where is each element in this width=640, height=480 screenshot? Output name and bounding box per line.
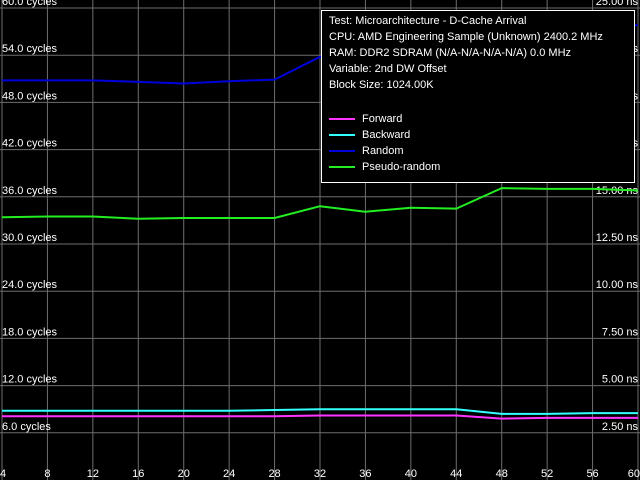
x-tick-label: 4 (0, 468, 6, 480)
y-tick-label-right: 12.50 ns (596, 232, 639, 244)
series-line-forward (2, 414, 638, 420)
y-tick-label-left: 48.0 cycles (2, 90, 58, 102)
x-tick-label: 60 (628, 468, 640, 480)
x-tick-label: 8 (44, 468, 50, 480)
x-tick-label: 12 (87, 468, 99, 480)
x-tick-label: 36 (359, 468, 371, 480)
y-tick-label-left: 30.0 cycles (2, 232, 58, 244)
y-tick-label-left: 6.0 cycles (2, 421, 51, 433)
legend-swatch-forward (329, 118, 355, 120)
y-tick-label-left: 60.0 cycles (2, 0, 58, 8)
legend-swatch-pseudo-random (329, 166, 355, 168)
y-tick-label-right: 5.00 ns (602, 374, 639, 386)
x-tick-label: 56 (586, 468, 598, 480)
y-tick-label-left: 12.0 cycles (2, 374, 58, 386)
y-tick-label-right: 10.00 ns (596, 279, 639, 291)
y-tick-label-left: 24.0 cycles (2, 279, 58, 291)
info-test: Test: Microarchitecture - D-Cache Arriva… (329, 15, 527, 27)
x-tick-label: 24 (223, 468, 235, 480)
info-ram: RAM: DDR2 SDRAM (N/A-N/A-N/A-N/A) 0.0 MH… (329, 47, 572, 59)
x-tick-label: 44 (450, 468, 462, 480)
x-tick-label: 32 (314, 468, 326, 480)
legend-label-random: Random (362, 145, 404, 157)
legend-swatch-backward (329, 134, 355, 136)
info-cpu: CPU: AMD Engineering Sample (Unknown) 24… (329, 31, 603, 43)
legend-label-forward: Forward (362, 113, 403, 125)
x-tick-label: 20 (178, 468, 190, 480)
x-tick-label: 52 (541, 468, 553, 480)
series-line-backward (2, 408, 638, 415)
y-tick-label-right: 2.50 ns (602, 421, 639, 433)
y-tick-label-left: 36.0 cycles (2, 185, 58, 197)
y-tick-label-right: 7.50 ns (602, 326, 639, 338)
info-variable: Variable: 2nd DW Offset (329, 63, 447, 75)
legend-label-backward: Backward (362, 129, 411, 141)
legend-panel: Test: Microarchitecture - D-Cache Arriva… (321, 10, 635, 183)
series-line-pseudo-random (1, 187, 639, 220)
y-tick-label-left: 18.0 cycles (2, 326, 58, 338)
x-tick-label: 28 (268, 468, 280, 480)
info-block-size: Block Size: 1024.00K (329, 79, 434, 91)
y-tick-label-left: 54.0 cycles (2, 43, 58, 55)
x-tick-label: 16 (132, 468, 144, 480)
legend-swatch-random (329, 150, 355, 152)
legend-label-pseudo-random: Pseudo-random (362, 161, 441, 173)
x-tick-label: 48 (496, 468, 508, 480)
y-tick-label-left: 42.0 cycles (2, 138, 58, 150)
y-tick-label-right: 25.00 ns (596, 0, 639, 8)
x-tick-label: 40 (405, 468, 417, 480)
y-tick-label-right: 15.00 ns (596, 185, 639, 197)
